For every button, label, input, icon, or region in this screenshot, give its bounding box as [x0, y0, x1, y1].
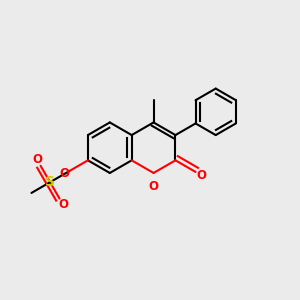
- Text: O: O: [32, 153, 42, 166]
- Text: O: O: [60, 167, 70, 180]
- Text: O: O: [58, 198, 68, 211]
- Text: O: O: [148, 180, 159, 194]
- Text: S: S: [45, 175, 55, 189]
- Text: O: O: [196, 169, 206, 182]
